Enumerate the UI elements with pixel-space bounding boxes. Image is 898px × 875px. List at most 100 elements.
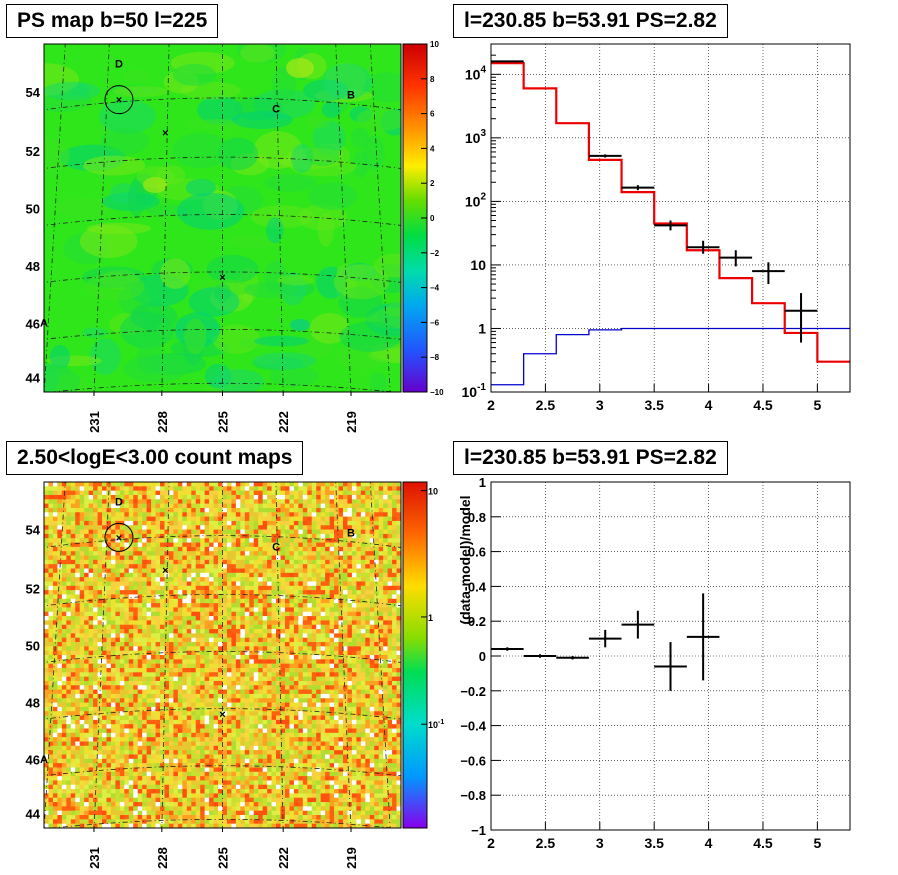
count-map-pixel (146, 486, 152, 491)
count-map-pixel (249, 585, 255, 591)
count-map-pixel (110, 711, 116, 716)
count-map-pixel (115, 706, 121, 712)
count-map-pixel (392, 538, 397, 543)
count-map-pixel (374, 616, 379, 621)
count-map-pixel (106, 494, 112, 500)
count-map-pixel (151, 702, 156, 708)
count-map-pixel (44, 607, 49, 613)
count-map-pixel (392, 529, 397, 535)
count-map-pixel (329, 719, 335, 725)
count-map-pixel (173, 607, 179, 613)
count-map-pixel (271, 698, 277, 703)
count-map-pixel (342, 629, 348, 634)
count-map-pixel (396, 486, 401, 491)
count-map-pixel (267, 672, 272, 677)
count-map-pixel (106, 728, 112, 734)
count-map-pixel (57, 724, 63, 729)
count-map-pixel (325, 538, 330, 543)
count-map-pixel (347, 525, 353, 530)
count-map-pixel (164, 642, 170, 647)
count-map-pixel (128, 551, 134, 556)
count-map-pixel (177, 724, 183, 729)
count-map-pixel (110, 646, 116, 651)
count-map-pixel (173, 737, 179, 742)
count-map-pixel (383, 676, 388, 682)
count-map-pixel (52, 490, 58, 496)
count-map-pixel (338, 689, 344, 695)
count-map-pixel (106, 538, 112, 543)
count-map-pixel (168, 559, 174, 565)
count-map-pixel (164, 607, 170, 613)
count-map-pixel (173, 667, 179, 673)
count-map-pixel (115, 529, 121, 535)
count-map-pixel (177, 616, 183, 621)
count-map-pixel (293, 711, 299, 716)
count-map-pixel (119, 572, 125, 578)
count-map-pixel (307, 603, 313, 608)
count-map-pixel (57, 503, 63, 509)
count-map-pixel (262, 594, 268, 600)
count-map-pixel (378, 542, 384, 548)
count-map-pixel (280, 607, 286, 613)
count-map-pixel (102, 490, 107, 496)
count-map-pixel (383, 620, 388, 626)
count-map-pixel (110, 585, 116, 591)
count-map-pixel (142, 512, 147, 517)
count-map-pixel (66, 507, 72, 513)
count-map-pixel (177, 594, 183, 600)
count-map-pixel (378, 650, 384, 656)
count-map-pixel (316, 538, 321, 543)
count-map-pixel (365, 546, 371, 552)
count-map-pixel (195, 693, 201, 699)
count-map-pixel (200, 685, 205, 690)
count-map-pixel (133, 724, 139, 729)
count-map-pixel (106, 659, 112, 664)
count-map-pixel (110, 520, 116, 526)
count-map-pixel (325, 672, 330, 677)
ps-field-blob (350, 127, 370, 149)
count-map-pixel (75, 503, 80, 509)
count-map-pixel (356, 663, 362, 669)
count-map-pixel (267, 490, 272, 496)
count-map-pixel (222, 529, 228, 535)
count-map-pixel (66, 503, 72, 509)
count-map-pixel (369, 551, 375, 556)
count-map-pixel (302, 633, 308, 638)
count-map-pixel (102, 503, 107, 509)
count-map-pixel (124, 737, 130, 742)
count-map-pixel (347, 629, 353, 634)
count-map-pixel (235, 732, 241, 738)
count-map-pixel (124, 499, 130, 504)
count-map-pixel (213, 672, 219, 677)
count-map-pixel (200, 598, 205, 604)
count-map-pixel (142, 702, 147, 708)
count-map-pixel (151, 529, 156, 535)
count-map-pixel (115, 711, 121, 716)
count-map-pixel (151, 715, 156, 721)
count-map-pixel (119, 568, 125, 574)
count-map-pixel (383, 590, 388, 595)
count-map-pixel (93, 585, 98, 591)
count-map-pixel (249, 559, 255, 565)
count-map-pixel (378, 499, 384, 504)
count-map-pixel (240, 482, 246, 487)
count-map-pixel (222, 611, 228, 617)
count-map-pixel (168, 676, 174, 682)
count-map-pixel (57, 486, 63, 491)
count-map-pixel (173, 655, 179, 660)
count-map-pixel (106, 676, 112, 682)
count-map-pixel (133, 529, 139, 535)
count-map-pixel (137, 490, 143, 496)
count-map-pixel (262, 512, 268, 517)
count-map-pixel (146, 732, 152, 738)
count-map-pixel (146, 512, 152, 517)
count-map-pixel (222, 698, 228, 703)
count-map-pixel (142, 646, 147, 651)
count-map-pixel (253, 624, 259, 630)
count-map-pixel (160, 503, 165, 509)
count-map-pixel (334, 546, 339, 552)
count-map-pixel (360, 520, 366, 526)
count-map-pixel (387, 711, 393, 716)
count-map-pixel (311, 676, 317, 682)
count-map-pixel (369, 685, 375, 690)
